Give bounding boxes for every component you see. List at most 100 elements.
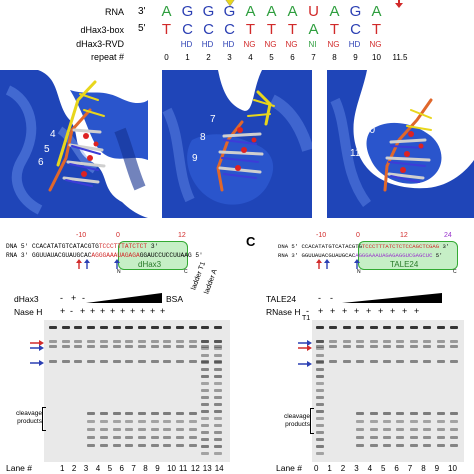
gel-band: [214, 410, 223, 413]
condition-mark: +: [160, 306, 166, 316]
lane-number: 2: [71, 464, 77, 473]
gel-band: [450, 340, 458, 343]
gel-band: [49, 360, 57, 363]
gel-band: [316, 354, 324, 357]
gel-lane: [449, 320, 459, 462]
gel-band: [409, 420, 418, 423]
gel-band: [125, 340, 134, 343]
condition-mark: -: [60, 293, 63, 303]
gel-band: [125, 326, 134, 329]
b-blue-arrow-icon-1: [84, 259, 90, 269]
gel-band: [436, 420, 445, 423]
gel-band: [356, 428, 365, 431]
gel-band: [176, 345, 184, 348]
c-cleavage-bracket: [310, 408, 314, 434]
gel-band: [383, 340, 391, 343]
condition-mark: +: [130, 306, 136, 316]
gel-band: [316, 452, 324, 455]
gel-band: [49, 326, 57, 329]
gel-band: [188, 345, 197, 348]
gel-band: [188, 360, 197, 363]
gel-band: [201, 345, 210, 348]
gel-band: [61, 360, 70, 363]
gel-band: [112, 345, 121, 348]
b-side-arrow-blue-icon-2: [30, 360, 44, 366]
rvd-row-label: dHax3-RVD: [76, 39, 124, 49]
c-gel-image: [312, 320, 464, 462]
condition-mark: +: [318, 306, 324, 316]
gel-band: [409, 326, 418, 329]
gel-band: [316, 431, 324, 434]
gel-band: [396, 444, 405, 447]
lane-number: 4: [367, 464, 373, 473]
structure-2-label-0: 7: [210, 114, 216, 125]
gel-band: [214, 347, 223, 350]
gel-band: [423, 360, 432, 363]
condition-mark: +: [390, 306, 396, 316]
lane-number: 6: [119, 464, 124, 473]
gel-band: [356, 345, 365, 348]
gel-band: [99, 428, 108, 431]
gel-band: [436, 326, 445, 329]
gel-band: [163, 412, 172, 415]
gel-lane: [315, 320, 325, 462]
gel-band: [423, 444, 432, 447]
c-blue-arrow-icon-1: [324, 259, 330, 269]
gel-lane: [137, 320, 147, 462]
c-lane-label: Lane #: [276, 463, 302, 473]
lane-number: 5: [107, 464, 113, 473]
structure-2-label-2: 9: [192, 153, 198, 164]
b-rna-box: AGGGAAAUAGAGA: [91, 252, 140, 259]
gel-band: [316, 410, 324, 413]
gel-band: [49, 340, 57, 343]
box-nucleotide: T: [287, 21, 298, 38]
gel-band: [150, 444, 159, 447]
gel-band: [342, 360, 351, 363]
gel-band: [150, 436, 159, 439]
rna-nucleotide: G: [181, 3, 194, 20]
c-blue-arrow-icon-2: [354, 259, 360, 269]
b-gradient-wedge: [86, 293, 162, 303]
repeat-number: 0: [164, 53, 169, 62]
gel-lane: [86, 320, 96, 462]
gel-band: [316, 403, 324, 406]
gel-band: [201, 360, 210, 363]
c-rna-line: RNA 3' GGUUAUACGUAUGCACAGGGAAAUAGAGAGGUC…: [278, 252, 443, 259]
gel-band: [99, 420, 108, 423]
gel-band: [356, 444, 365, 447]
rna-nucleotide: A: [287, 3, 298, 20]
gel-band: [214, 345, 223, 348]
gel-lane: [175, 320, 185, 462]
gel-band: [125, 412, 134, 415]
rna-nucleotide: A: [371, 3, 382, 20]
gel-band: [369, 420, 378, 423]
condition-mark: +: [80, 306, 86, 316]
gel-band: [342, 326, 351, 329]
gel-lane: [436, 320, 446, 462]
structure-3-label-0: 10: [364, 125, 376, 136]
lane-number: 11: [179, 464, 188, 473]
rna-prime: 3': [138, 6, 146, 17]
box-nucleotide: C: [203, 21, 214, 38]
protein-surface-2: [162, 70, 312, 218]
repeat-number: 10: [372, 53, 381, 62]
gel-band: [316, 424, 324, 427]
gel-band: [163, 444, 172, 447]
gel-band: [214, 382, 223, 385]
gel-band: [176, 412, 184, 415]
repeat-number: 7: [311, 53, 316, 62]
sequence-panel: RNA dHax3-box dHax3-RVD repeat # 3' 5' A…: [0, 0, 474, 66]
gel-band: [188, 340, 197, 343]
gel-band: [383, 420, 391, 423]
gel-band: [201, 382, 210, 385]
gel-band: [201, 445, 210, 448]
gel-band: [125, 428, 134, 431]
gel-band: [316, 417, 324, 420]
box-nucleotide: T: [161, 21, 172, 38]
condition-mark: +: [414, 306, 420, 316]
gel-band: [436, 345, 445, 348]
gel-band: [150, 340, 159, 343]
gel-band: [163, 428, 172, 431]
gel-band: [214, 360, 223, 363]
